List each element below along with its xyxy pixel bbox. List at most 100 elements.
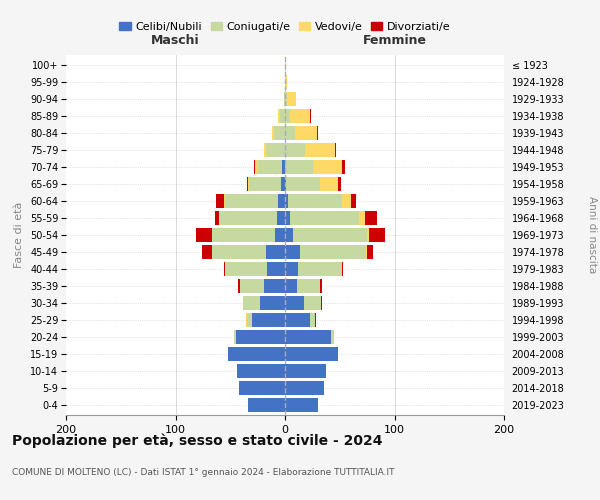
Bar: [317, 126, 318, 140]
Bar: [282, 160, 285, 174]
Bar: [342, 160, 345, 174]
Bar: [266, 143, 285, 158]
Bar: [240, 278, 264, 293]
Bar: [320, 278, 322, 293]
Bar: [301, 245, 366, 259]
Bar: [366, 245, 367, 259]
Bar: [285, 245, 301, 259]
Bar: [238, 278, 240, 293]
Bar: [321, 296, 322, 310]
Bar: [224, 262, 225, 276]
Bar: [351, 194, 356, 208]
Bar: [367, 228, 370, 242]
Bar: [287, 92, 296, 106]
Bar: [244, 296, 260, 310]
Bar: [220, 211, 277, 225]
Bar: [331, 330, 334, 344]
Bar: [298, 262, 342, 276]
Bar: [264, 143, 266, 158]
Bar: [254, 160, 256, 174]
Bar: [233, 330, 236, 344]
Text: COMUNE DI MOLTENO (LC) - Dati ISTAT 1° gennaio 2024 - Elaborazione TUTTITALIA.IT: COMUNE DI MOLTENO (LC) - Dati ISTAT 1° g…: [12, 468, 395, 477]
Bar: [286, 177, 320, 192]
Bar: [285, 126, 295, 140]
Text: Anni di nascita: Anni di nascita: [587, 196, 597, 274]
Text: Popolazione per età, sesso e stato civile - 2024: Popolazione per età, sesso e stato civil…: [12, 434, 383, 448]
Bar: [285, 160, 313, 174]
Bar: [281, 177, 285, 192]
Bar: [285, 398, 318, 412]
Bar: [274, 126, 285, 140]
Bar: [285, 278, 297, 293]
Bar: [277, 211, 285, 225]
Bar: [248, 177, 249, 192]
Bar: [285, 194, 288, 208]
Bar: [285, 296, 304, 310]
Bar: [285, 58, 286, 72]
Bar: [370, 228, 385, 242]
Bar: [280, 109, 285, 124]
Bar: [285, 75, 287, 90]
Bar: [288, 194, 342, 208]
Bar: [236, 330, 285, 344]
Bar: [224, 194, 225, 208]
Bar: [293, 228, 367, 242]
Bar: [285, 109, 290, 124]
Bar: [260, 296, 285, 310]
Bar: [248, 398, 285, 412]
Bar: [285, 262, 298, 276]
Bar: [285, 380, 325, 395]
Bar: [268, 262, 285, 276]
Bar: [285, 312, 310, 327]
Bar: [196, 228, 212, 242]
Bar: [275, 228, 285, 242]
Text: Maschi: Maschi: [151, 34, 200, 46]
Bar: [226, 262, 268, 276]
Bar: [284, 92, 285, 106]
Bar: [338, 177, 341, 192]
Bar: [290, 211, 359, 225]
Bar: [285, 330, 331, 344]
Bar: [367, 245, 373, 259]
Bar: [237, 364, 285, 378]
Bar: [272, 126, 274, 140]
Bar: [249, 177, 281, 192]
Bar: [285, 211, 290, 225]
Bar: [297, 278, 320, 293]
Bar: [215, 211, 220, 225]
Bar: [257, 160, 282, 174]
Bar: [335, 143, 337, 158]
Bar: [256, 160, 257, 174]
Bar: [212, 245, 266, 259]
Bar: [247, 312, 252, 327]
Bar: [228, 346, 285, 361]
Bar: [285, 143, 305, 158]
Bar: [285, 177, 286, 192]
Bar: [285, 228, 293, 242]
Bar: [247, 177, 248, 192]
Bar: [305, 143, 335, 158]
Bar: [314, 312, 316, 327]
Bar: [245, 312, 247, 327]
Bar: [278, 109, 280, 124]
Bar: [212, 228, 275, 242]
Bar: [342, 194, 350, 208]
Bar: [285, 92, 287, 106]
Bar: [290, 109, 310, 124]
Bar: [278, 194, 285, 208]
Bar: [216, 194, 224, 208]
Bar: [295, 126, 317, 140]
Bar: [225, 194, 278, 208]
Bar: [365, 211, 377, 225]
Bar: [264, 278, 285, 293]
Bar: [313, 160, 342, 174]
Text: Femmine: Femmine: [362, 34, 427, 46]
Bar: [310, 109, 311, 124]
Bar: [202, 245, 212, 259]
Legend: Celibi/Nubili, Coniugati/e, Vedovi/e, Divorziati/e: Celibi/Nubili, Coniugati/e, Vedovi/e, Di…: [115, 18, 455, 36]
Bar: [252, 312, 285, 327]
Bar: [304, 296, 321, 310]
Y-axis label: Fasce di età: Fasce di età: [14, 202, 25, 268]
Bar: [239, 380, 285, 395]
Bar: [342, 262, 343, 276]
